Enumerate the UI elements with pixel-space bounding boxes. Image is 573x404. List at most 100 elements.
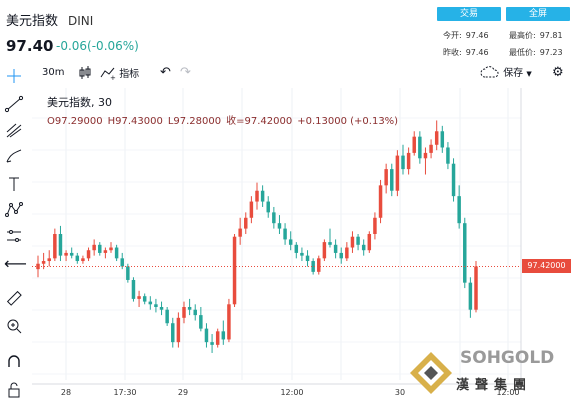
candle-body [395, 155, 400, 191]
redo-icon[interactable]: ↷ [180, 65, 191, 80]
text-icon[interactable] [4, 174, 24, 194]
candle-body [305, 255, 310, 262]
candle-body [378, 185, 383, 218]
candle-body [451, 163, 456, 197]
candle-body [434, 131, 439, 145]
candle-body [86, 250, 91, 259]
candle-body [232, 236, 237, 305]
time-tick-label: 29 [177, 388, 189, 397]
fullscreen-button[interactable]: 全屏 [506, 7, 570, 21]
candle-type-icon[interactable] [78, 65, 92, 81]
stat-open-value: 97.46 [465, 31, 489, 40]
candle-body [384, 169, 388, 186]
pattern-icon[interactable] [4, 200, 24, 220]
magnet-icon[interactable] [4, 352, 24, 372]
candle-body [154, 304, 158, 307]
settings-gear-icon[interactable]: ⚙ [552, 65, 564, 80]
zoom-icon[interactable] [4, 316, 24, 336]
indicators-button[interactable]: + 指标 [100, 65, 140, 82]
candle-body [474, 266, 478, 310]
candle-body [204, 328, 209, 343]
crosshair-icon[interactable] [4, 66, 24, 86]
time-tick-label: 30 [394, 388, 406, 397]
candle-body [53, 234, 57, 259]
candle-body [373, 217, 377, 234]
candle-body [418, 136, 422, 159]
candle-body [288, 239, 293, 245]
candle-body [227, 304, 231, 340]
candle-body [64, 252, 68, 256]
candle-body [244, 217, 248, 229]
series-legend-name: 美元指数, 30 [47, 96, 112, 109]
time-tick-label: 17:30 [113, 388, 137, 397]
candle-body [165, 309, 169, 324]
watermark-latin: SOHGOLD [460, 348, 555, 368]
candle-body [98, 244, 102, 253]
candle-body [333, 244, 338, 253]
interval-selector[interactable]: 30m [42, 67, 65, 78]
candle-body [109, 247, 113, 251]
candle-body [238, 228, 242, 237]
candle-body [266, 201, 270, 213]
ohlc-legend: O97.29000 H97.43000 L97.28000 收=97.42000 +0.… [47, 112, 403, 127]
brush-icon[interactable] [4, 146, 24, 166]
stat-open-label: 今开: [443, 31, 462, 40]
back-icon[interactable]: ⟵ [4, 254, 27, 273]
legend-change: +0.13000 (+0.13%) [297, 116, 399, 127]
candle-body [350, 236, 355, 248]
candle-body [272, 212, 276, 224]
candle-body [142, 296, 147, 302]
candle-body [463, 223, 467, 283]
candle-body [406, 152, 411, 170]
candle-body [199, 315, 203, 329]
candle-body [120, 258, 124, 267]
stat-prev-value: 97.46 [465, 48, 489, 57]
candle-body [126, 266, 130, 280]
candle-body [390, 169, 394, 191]
save-button[interactable]: 保存 ▼ [480, 65, 532, 81]
candle-body [311, 261, 315, 272]
chart-grid [32, 88, 522, 385]
drawing-toolbar: ⟵ [0, 62, 28, 400]
candle-body [176, 317, 181, 343]
logo-diamond-icon [410, 352, 452, 394]
instrument-name: 美元指数 [6, 14, 59, 29]
chart-toolbar: 30m + 指标 ↶ ↷ 保存 ▼ ⚙ [40, 62, 573, 84]
stat-high-label: 最高价: [509, 31, 536, 40]
ruler-icon[interactable] [4, 288, 24, 308]
candle-body [137, 296, 141, 299]
candle-body [339, 252, 343, 259]
candle-body [215, 331, 220, 345]
watermark-chinese: 漢聲集團 [456, 378, 533, 393]
instrument-symbol: DINI [68, 14, 94, 28]
candle-body [210, 342, 214, 345]
save-label: 保存 [503, 68, 524, 79]
indicators-label: 指标 [119, 69, 140, 80]
candle-body [75, 255, 80, 262]
candle-body [182, 307, 186, 318]
legend-open: O97.29000 [47, 116, 103, 127]
time-tick-label: 28 [60, 388, 72, 397]
candle-body [294, 244, 299, 253]
lock-icon[interactable] [4, 380, 24, 400]
candle-body [361, 244, 366, 251]
measure-icon[interactable] [4, 226, 24, 246]
candle-body [328, 242, 332, 245]
legend-low: L97.28000 [167, 116, 222, 127]
candle-body [255, 190, 259, 202]
candle-body [468, 282, 473, 310]
undo-icon[interactable]: ↶ [160, 65, 171, 80]
trade-button[interactable]: 交易 [437, 7, 501, 21]
stat-open: 今开: 97.46 [443, 30, 489, 41]
watermark-logo: SOHGOLD 漢聲集團 [408, 346, 568, 398]
candle-body [81, 258, 85, 262]
candle-body [69, 252, 74, 256]
candle-body [171, 323, 175, 343]
candle-body [193, 309, 197, 316]
candle-body [457, 196, 461, 224]
candle-body [317, 258, 321, 272]
candle-body [440, 131, 445, 148]
trendline-icon[interactable] [4, 94, 24, 114]
fib-icon[interactable] [4, 120, 24, 140]
